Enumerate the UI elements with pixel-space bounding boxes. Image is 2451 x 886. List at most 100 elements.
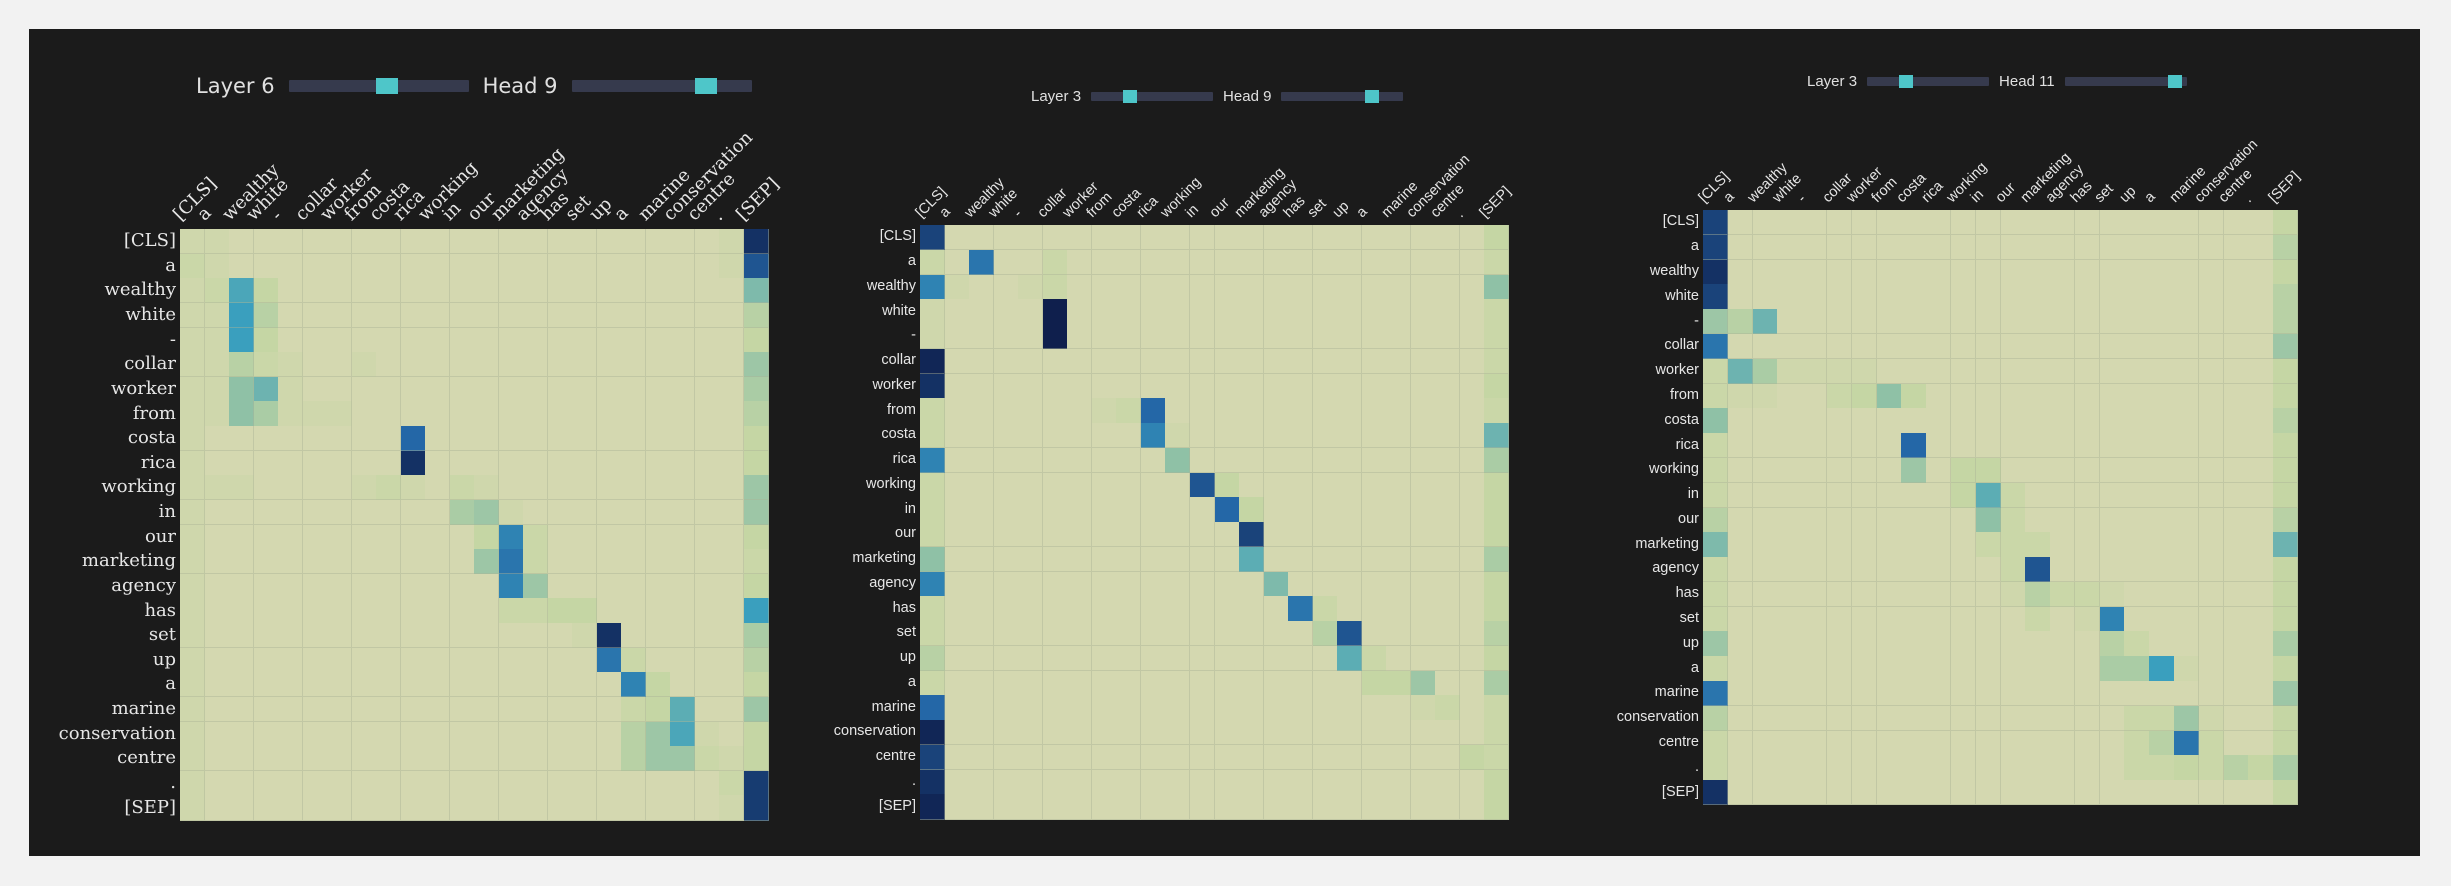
attention-cell bbox=[1386, 324, 1412, 350]
head-slider[interactable] bbox=[1281, 89, 1404, 103]
head-slider-thumb[interactable] bbox=[1365, 89, 1380, 103]
attention-cell bbox=[1214, 670, 1240, 696]
attention-cell bbox=[694, 549, 720, 575]
attention-cell bbox=[2198, 631, 2225, 657]
layer-slider[interactable] bbox=[288, 78, 469, 94]
attention-cell bbox=[2198, 681, 2225, 707]
row-label: . bbox=[911, 772, 916, 789]
layer-slider-thumb[interactable] bbox=[1899, 74, 1914, 88]
attention-cell bbox=[1459, 670, 1485, 696]
row-label: marketing bbox=[852, 550, 916, 567]
attention-cell bbox=[572, 696, 597, 722]
attention-cell bbox=[993, 324, 1019, 350]
attention-cell bbox=[1239, 274, 1265, 300]
attention-cell bbox=[993, 596, 1019, 622]
attention-cell bbox=[743, 524, 769, 550]
attention-cell bbox=[596, 278, 622, 304]
attention-cell bbox=[1140, 794, 1166, 820]
attention-cell bbox=[1067, 670, 1093, 696]
head-slider[interactable] bbox=[571, 78, 752, 94]
attention-cell bbox=[1288, 324, 1314, 350]
attention-cell bbox=[621, 475, 646, 501]
attention-cell bbox=[547, 352, 573, 378]
attention-cell bbox=[1018, 447, 1044, 473]
attention-cell bbox=[2273, 532, 2299, 558]
layer-slider[interactable] bbox=[1867, 74, 1990, 88]
attention-cell bbox=[1239, 695, 1265, 721]
attention-cell bbox=[621, 302, 646, 328]
attention-cell bbox=[1263, 274, 1289, 300]
attention-cell bbox=[1777, 482, 1803, 508]
attention-cell bbox=[1067, 744, 1093, 770]
attention-cell bbox=[1140, 423, 1166, 449]
attention-cell bbox=[1042, 596, 1068, 622]
attention-cell bbox=[327, 302, 352, 328]
attention-cell bbox=[743, 770, 769, 796]
row-label: - bbox=[169, 328, 176, 350]
attention-cell bbox=[351, 229, 377, 255]
attention-cell bbox=[1189, 571, 1215, 597]
attention-cell bbox=[1288, 621, 1314, 647]
attention-cell bbox=[2099, 433, 2125, 459]
attention-cell bbox=[670, 623, 695, 649]
attention-cell bbox=[920, 472, 946, 498]
attention-cell bbox=[572, 426, 597, 452]
layer-slider-thumb[interactable] bbox=[375, 78, 398, 94]
attention-cell bbox=[1018, 596, 1044, 622]
attention-cell bbox=[253, 795, 279, 821]
attention-cell bbox=[1067, 225, 1093, 251]
attention-cell bbox=[204, 746, 230, 772]
attention-cell bbox=[278, 746, 303, 772]
attention-cell bbox=[1361, 274, 1387, 300]
attention-cell bbox=[1214, 720, 1240, 746]
attention-cell bbox=[1165, 447, 1191, 473]
attention-cell bbox=[596, 475, 622, 501]
attention-cell bbox=[1435, 794, 1461, 820]
attention-cell bbox=[1018, 744, 1044, 770]
attention-cell bbox=[1140, 744, 1166, 770]
layer-slider[interactable] bbox=[1091, 89, 1214, 103]
attention-cell bbox=[596, 795, 622, 821]
attention-cell bbox=[2025, 656, 2051, 682]
attention-cell bbox=[645, 302, 671, 328]
attention-cell bbox=[1484, 225, 1510, 251]
attention-cell bbox=[969, 571, 995, 597]
attention-cell bbox=[1288, 522, 1314, 548]
head-slider-thumb[interactable] bbox=[694, 78, 717, 94]
row-label: marine bbox=[1654, 684, 1699, 701]
attention-cell bbox=[2050, 309, 2076, 335]
attention-cell bbox=[1165, 299, 1191, 325]
head-slider[interactable] bbox=[2064, 74, 2187, 88]
attention-cell bbox=[1042, 373, 1068, 399]
attention-cell bbox=[1312, 373, 1338, 399]
layer-slider-thumb[interactable] bbox=[1123, 89, 1138, 103]
attention-cell bbox=[1239, 447, 1265, 473]
attention-cell bbox=[969, 447, 995, 473]
attention-cell bbox=[278, 229, 303, 255]
attention-cell bbox=[1214, 249, 1240, 275]
attention-cell bbox=[1727, 457, 1754, 484]
attention-cell bbox=[1263, 472, 1289, 498]
attention-cell bbox=[1165, 348, 1191, 374]
attention-cell bbox=[400, 573, 426, 599]
attention-cell bbox=[1802, 482, 1828, 508]
attention-cell bbox=[621, 549, 646, 575]
attention-cell bbox=[1361, 423, 1387, 449]
attention-cell bbox=[2050, 581, 2076, 608]
attention-cell bbox=[621, 672, 646, 698]
attention-cell bbox=[449, 278, 475, 304]
attention-cell bbox=[278, 327, 303, 353]
attention-cell bbox=[694, 647, 720, 673]
attention-cell bbox=[2099, 259, 2125, 285]
row-label: rica bbox=[1675, 436, 1699, 453]
head-slider-thumb[interactable] bbox=[2167, 74, 2182, 88]
attention-cell bbox=[2248, 656, 2274, 682]
attention-cell bbox=[1876, 532, 1902, 558]
attention-cell bbox=[1435, 670, 1461, 696]
attention-cell bbox=[253, 278, 279, 304]
attention-cell bbox=[719, 302, 744, 328]
attention-cell bbox=[920, 373, 946, 399]
attention-cell bbox=[1901, 557, 1927, 583]
attention-cell bbox=[229, 302, 254, 328]
attention-cell bbox=[944, 472, 970, 498]
